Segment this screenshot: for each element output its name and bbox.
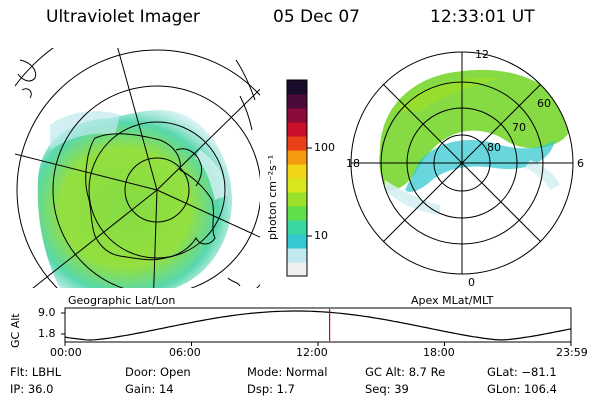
sequence-info: Seq: 39 [365,382,409,396]
colorbar-gradient [287,80,307,277]
colorbar-band [287,80,307,95]
altitude-y-label-9: 9.0 [38,306,56,319]
time-label: 12:33:01 UT [430,7,535,27]
gc-alt-info: GC Alt: 8.7 Re [365,365,446,379]
x-label-2359: 23:59 [556,346,588,359]
colorbar-tick-label-10: 10 [314,229,328,242]
magnetic-polar-image [379,69,572,215]
geographic-map-image [15,48,260,288]
gain-info: Gain: 14 [125,382,174,396]
colorbar-band [287,178,307,193]
glat-info: GLat: −81.1 [487,365,557,379]
colorbar-band [287,248,307,263]
mode-info: Mode: Normal [247,365,328,379]
dsp-info: Dsp: 1.7 [247,382,295,396]
mlt-label-0: 0 [468,276,475,289]
x-axis-ticks [64,342,572,346]
altitude-axis-label: GC Alt [9,313,22,348]
mlat-label-60: 60 [537,97,551,110]
colorbar-band [287,150,307,165]
mlt-label-6: 6 [577,157,584,170]
filter-info: Flt: LBHL [10,365,62,379]
altitude-y-label-1-8: 1.8 [38,327,56,340]
colorbar-band [287,136,307,151]
magnetic-plot-caption: Apex MLat/MLT [411,294,494,307]
colorbar-band [287,206,307,221]
instrument-title: Ultraviolet Imager [46,7,200,27]
mlt-label-12: 12 [475,48,489,61]
x-label-1200: 12:00 [296,346,328,359]
geographic-map-caption: Geographic Lat/Lon [68,294,176,307]
date-label: 05 Dec 07 [273,7,360,27]
mlt-label-18: 18 [346,157,360,170]
colorbar-band [287,262,307,277]
door-info: Door: Open [125,365,191,379]
colorbar-tick-label-100: 100 [314,141,335,154]
x-label-0600: 06:00 [169,346,201,359]
altitude-plot-frame [64,307,572,343]
mlat-label-80: 80 [487,141,501,154]
ip-info: IP: 36.0 [10,382,54,396]
colorbar-band [287,220,307,235]
altitude-curve [64,310,572,341]
colorbar-band [287,234,307,249]
x-label-1800: 18:00 [423,346,455,359]
glon-info: GLon: 106.4 [487,382,557,396]
colorbar-band [287,164,307,179]
x-label-0000: 00:00 [50,346,82,359]
mlat-label-70: 70 [512,121,526,134]
colorbar-band [287,122,307,137]
colorbar-band [287,94,307,109]
colorbar-band [287,108,307,123]
colorbar-band [287,192,307,207]
colorbar-frame [286,79,308,277]
